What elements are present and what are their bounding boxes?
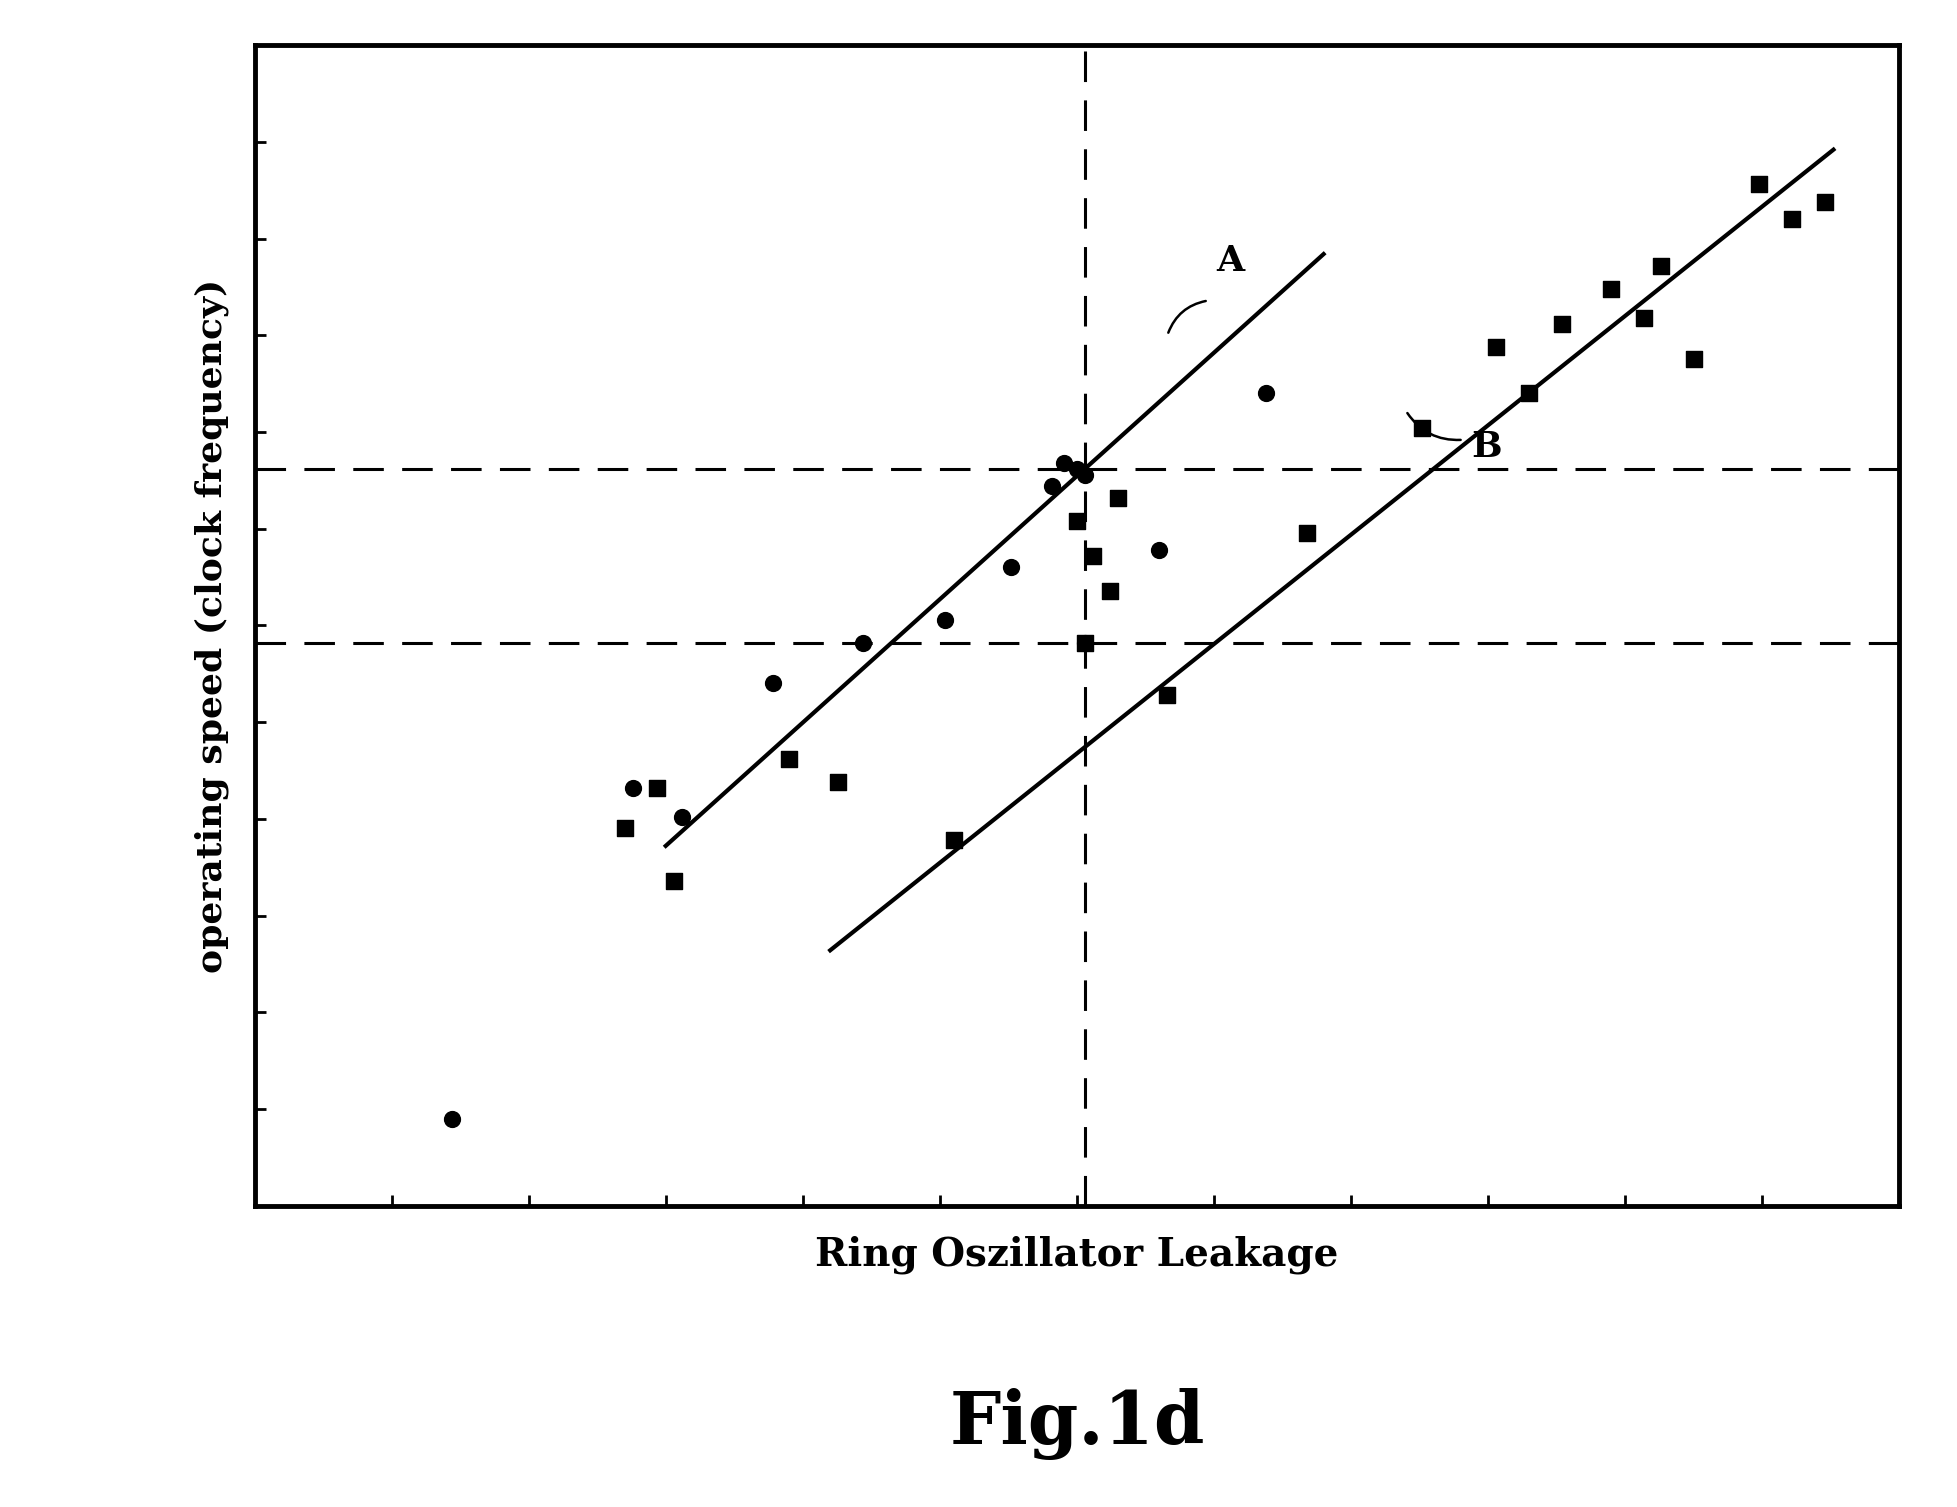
Point	[1069, 631, 1100, 656]
Point	[1292, 520, 1323, 544]
Point	[930, 607, 961, 631]
Point	[1069, 631, 1100, 656]
Point	[1628, 306, 1660, 330]
Point	[1405, 416, 1436, 440]
Point	[1546, 312, 1577, 336]
Point	[1076, 544, 1108, 568]
Point	[1644, 253, 1675, 277]
Text: Fig.1d: Fig.1d	[949, 1388, 1204, 1460]
Point	[1143, 538, 1174, 562]
Point	[616, 776, 648, 800]
Point	[994, 556, 1025, 580]
Point	[773, 747, 804, 772]
Point	[1047, 451, 1078, 475]
Point	[609, 817, 640, 841]
Point	[1069, 463, 1100, 487]
Text: A: A	[1215, 244, 1245, 279]
Point	[1677, 347, 1708, 371]
Point	[822, 770, 853, 794]
Point	[1808, 190, 1840, 214]
Point	[1479, 335, 1511, 359]
Point	[757, 672, 789, 696]
Point	[937, 827, 969, 851]
Point	[1035, 475, 1067, 499]
Point	[847, 631, 879, 656]
Text: B: B	[1472, 429, 1501, 464]
Point	[1595, 277, 1626, 301]
Point	[1151, 683, 1182, 707]
Point	[436, 1106, 468, 1130]
Point	[1102, 485, 1133, 509]
Point	[1513, 381, 1544, 405]
X-axis label: Ring Oszillator Leakage: Ring Oszillator Leakage	[814, 1236, 1339, 1273]
Point	[642, 776, 673, 800]
Point	[665, 805, 697, 829]
Y-axis label: operating speed (clock frequency): operating speed (clock frequency)	[194, 279, 229, 972]
Point	[1094, 579, 1125, 603]
Point	[1251, 381, 1282, 405]
Point	[1061, 509, 1092, 533]
Point	[1744, 172, 1775, 196]
Point	[1775, 206, 1806, 231]
Point	[1061, 457, 1092, 481]
Point	[658, 868, 689, 892]
